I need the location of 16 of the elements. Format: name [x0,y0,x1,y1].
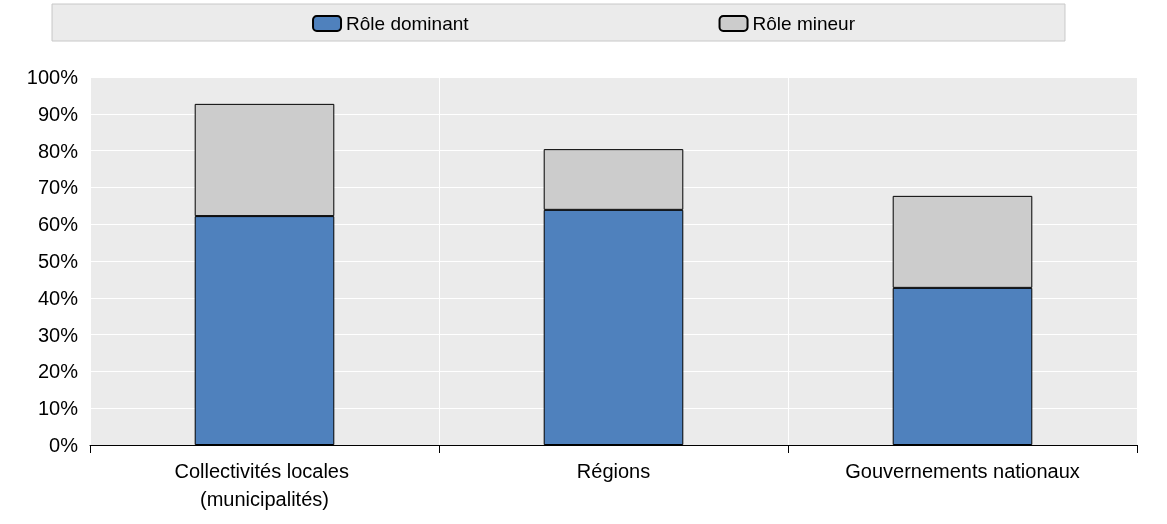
y-tick-label: 20% [37,360,79,383]
y-tick-label: 70% [37,176,79,199]
legend-label: Rôle dominant [346,13,470,34]
y-tick-label: 80% [37,139,79,162]
y-tick-label: 90% [37,102,79,125]
y-tick-label: 30% [37,323,79,346]
y-tick-label: 40% [37,286,79,309]
y-tick-label: 10% [37,397,79,420]
legend-label: Rôle mineur [752,13,856,34]
x-tick-label: Gouvernements nationaux [845,460,1080,482]
x-tick-label: Collectivités locales (municipalités) [174,460,355,510]
y-tick-label: 100% [26,66,79,88]
y-tick-label: 50% [37,250,79,272]
y-tick-label: 60% [37,213,79,236]
x-tick-label: Régions [576,460,651,482]
y-tick-label: 0% [49,434,79,456]
